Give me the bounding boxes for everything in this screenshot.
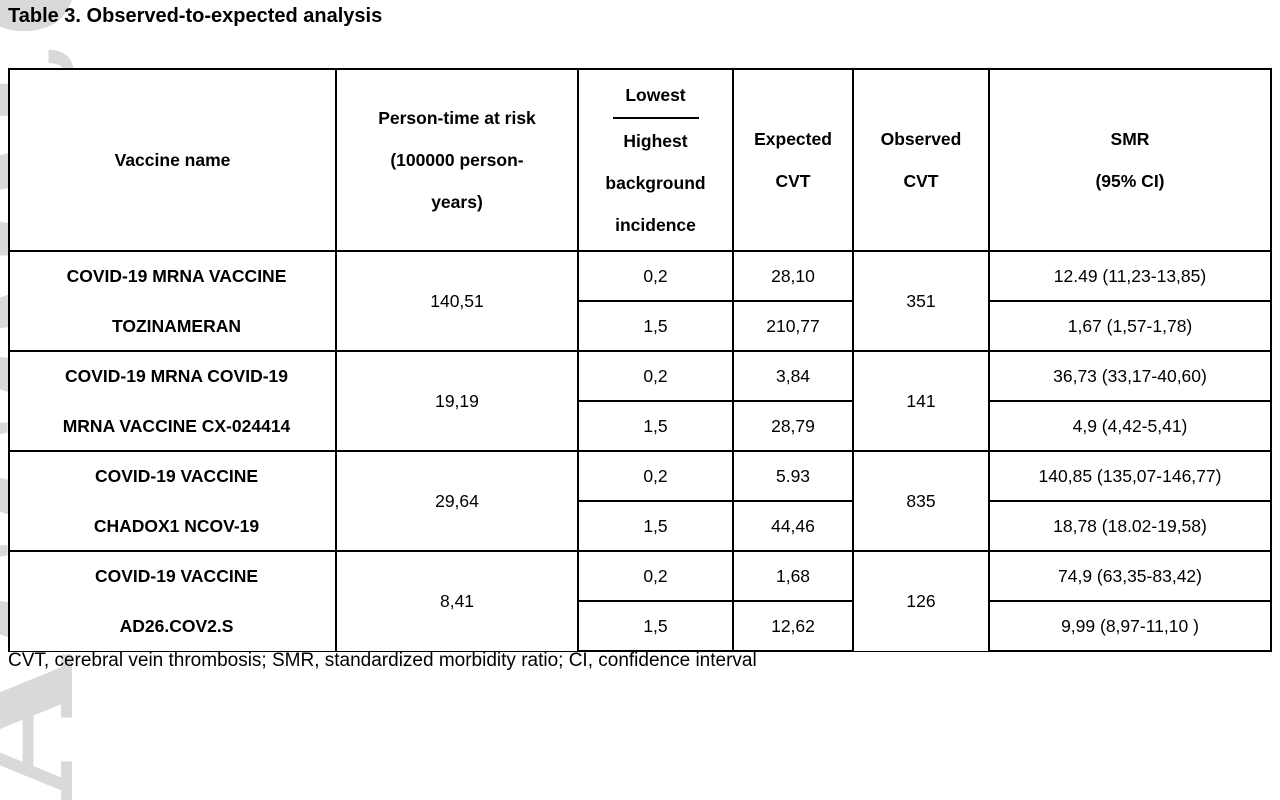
header-expected-line2: CVT <box>775 171 811 191</box>
header-incidence-highest: Highest <box>623 131 688 151</box>
expected-high-cell: 12,62 <box>732 600 854 652</box>
expected-low-cell: 28,10 <box>732 250 854 302</box>
incidence-low-cell: 0,2 <box>577 250 734 302</box>
incidence-low-cell: 0,2 <box>577 450 734 502</box>
vaccine-name-line2: CHADOX1 NCOV-19 <box>93 516 260 536</box>
header-person-time-line3: years) <box>431 192 483 212</box>
incidence-low-cell: 0,2 <box>577 350 734 402</box>
person-time-cell: 29,64 <box>335 450 579 552</box>
vaccine-name-cell: COVID-19 MRNA VACCINE TOZINAMERAN <box>8 250 337 352</box>
observed-cell: 141 <box>852 350 990 452</box>
smr-low-cell: 12.49 (11,23-13,85) <box>988 250 1272 302</box>
observed-to-expected-table: Vaccine name Person-time at risk (100000… <box>8 68 1272 652</box>
header-row: Vaccine name Person-time at risk (100000… <box>8 68 1272 252</box>
observed-cell: 126 <box>852 550 990 652</box>
vaccine-name-line2: TOZINAMERAN <box>112 316 241 336</box>
incidence-high-cell: 1,5 <box>577 600 734 652</box>
header-smr-line1: SMR <box>1110 129 1150 149</box>
header-background-incidence: Lowest Highest background incidence <box>577 68 734 252</box>
expected-high-cell: 44,46 <box>732 500 854 552</box>
table-row: 1,5 28,79 4,9 (4,42-5,41) <box>9 400 1272 452</box>
fraction-divider-line <box>612 117 699 119</box>
table-row: COVID-19 MRNA COVID-19 MRNA VACCINE CX-0… <box>8 350 1272 452</box>
vaccine-name-line2: AD26.COV2.S <box>119 616 234 637</box>
header-vaccine-name-label: Vaccine name <box>114 150 231 170</box>
incidence-low-cell: 0,2 <box>577 550 734 602</box>
observed-cell: 835 <box>852 450 990 552</box>
vaccine-name-line1: COVID-19 MRNA VACCINE <box>66 266 287 286</box>
table-title: Table 3. Observed-to-expected analysis <box>8 5 383 27</box>
smr-high-cell: 1,67 (1,57-1,78) <box>988 300 1272 352</box>
table-row: COVID-19 MRNA VACCINE TOZINAMERAN 140,51… <box>8 250 1272 352</box>
person-time-cell: 8,41 <box>335 550 579 652</box>
vaccine-name-line1: COVID-19 VACCINE <box>94 566 259 587</box>
expected-low-cell: 1,68 <box>732 550 854 602</box>
header-expected-line1: Expected <box>754 129 832 149</box>
vaccine-name-cell: COVID-19 VACCINE AD26.COV2.S <box>8 550 337 652</box>
vaccine-name-line1: COVID-19 VACCINE <box>94 466 259 486</box>
vaccine-name-line2: MRNA VACCINE CX-024414 <box>62 416 291 436</box>
header-smr-line2: (95% CI) <box>1095 171 1165 191</box>
incidence-high-cell: 1,5 <box>577 300 734 352</box>
table-row: 1,5 44,46 18,78 (18.02-19,58) <box>9 500 1272 552</box>
smr-high-cell: 18,78 (18.02-19,58) <box>988 500 1272 552</box>
header-observed-cvt: Observed CVT <box>852 68 990 252</box>
smr-high-cell: 9,99 (8,97-11,10 ) <box>988 600 1272 652</box>
incidence-high-cell: 1,5 <box>577 500 734 552</box>
table-row: 1,5 12,62 9,99 (8,97-11,10 ) <box>9 600 1272 652</box>
header-incidence-lowest: Lowest <box>625 85 686 105</box>
vaccine-name-line1: COVID-19 MRNA COVID-19 <box>65 366 288 386</box>
abbreviations-footnote: CVT, cerebral vein thrombosis; SMR, stan… <box>8 650 757 671</box>
header-person-time-line1: Person-time at risk <box>378 108 536 128</box>
table-row: COVID-19 VACCINE CHADOX1 NCOV-19 29,64 0… <box>8 450 1272 552</box>
header-vaccine-name: Vaccine name <box>8 68 337 252</box>
header-person-time: Person-time at risk (100000 person- year… <box>335 68 579 252</box>
incidence-high-cell: 1,5 <box>577 400 734 452</box>
person-time-cell: 19,19 <box>335 350 579 452</box>
smr-high-cell: 4,9 (4,42-5,41) <box>988 400 1272 452</box>
expected-high-cell: 28,79 <box>732 400 854 452</box>
smr-low-cell: 74,9 (63,35-83,42) <box>988 550 1272 602</box>
observed-cell: 351 <box>852 250 990 352</box>
header-expected-cvt: Expected CVT <box>732 68 854 252</box>
smr-low-cell: 36,73 (33,17-40,60) <box>988 350 1272 402</box>
header-incidence-background: background <box>605 173 706 193</box>
header-observed-line1: Observed <box>880 129 962 149</box>
header-incidence-incidence: incidence <box>615 215 696 235</box>
header-smr: SMR (95% CI) <box>988 68 1272 252</box>
table-row: COVID-19 VACCINE AD26.COV2.S 8,41 0,2 1,… <box>8 550 1272 652</box>
smr-low-cell: 140,85 (135,07-146,77) <box>988 450 1272 502</box>
expected-low-cell: 5.93 <box>732 450 854 502</box>
vaccine-name-cell: COVID-19 VACCINE CHADOX1 NCOV-19 <box>8 450 337 552</box>
header-person-time-line2: (100000 person- <box>390 150 524 170</box>
expected-low-cell: 3,84 <box>732 350 854 402</box>
vaccine-name-cell: COVID-19 MRNA COVID-19 MRNA VACCINE CX-0… <box>8 350 337 452</box>
table-row: 1,5 210,77 1,67 (1,57-1,78) <box>9 300 1272 352</box>
person-time-cell: 140,51 <box>335 250 579 352</box>
header-observed-line2: CVT <box>903 171 939 191</box>
expected-high-cell: 210,77 <box>732 300 854 352</box>
